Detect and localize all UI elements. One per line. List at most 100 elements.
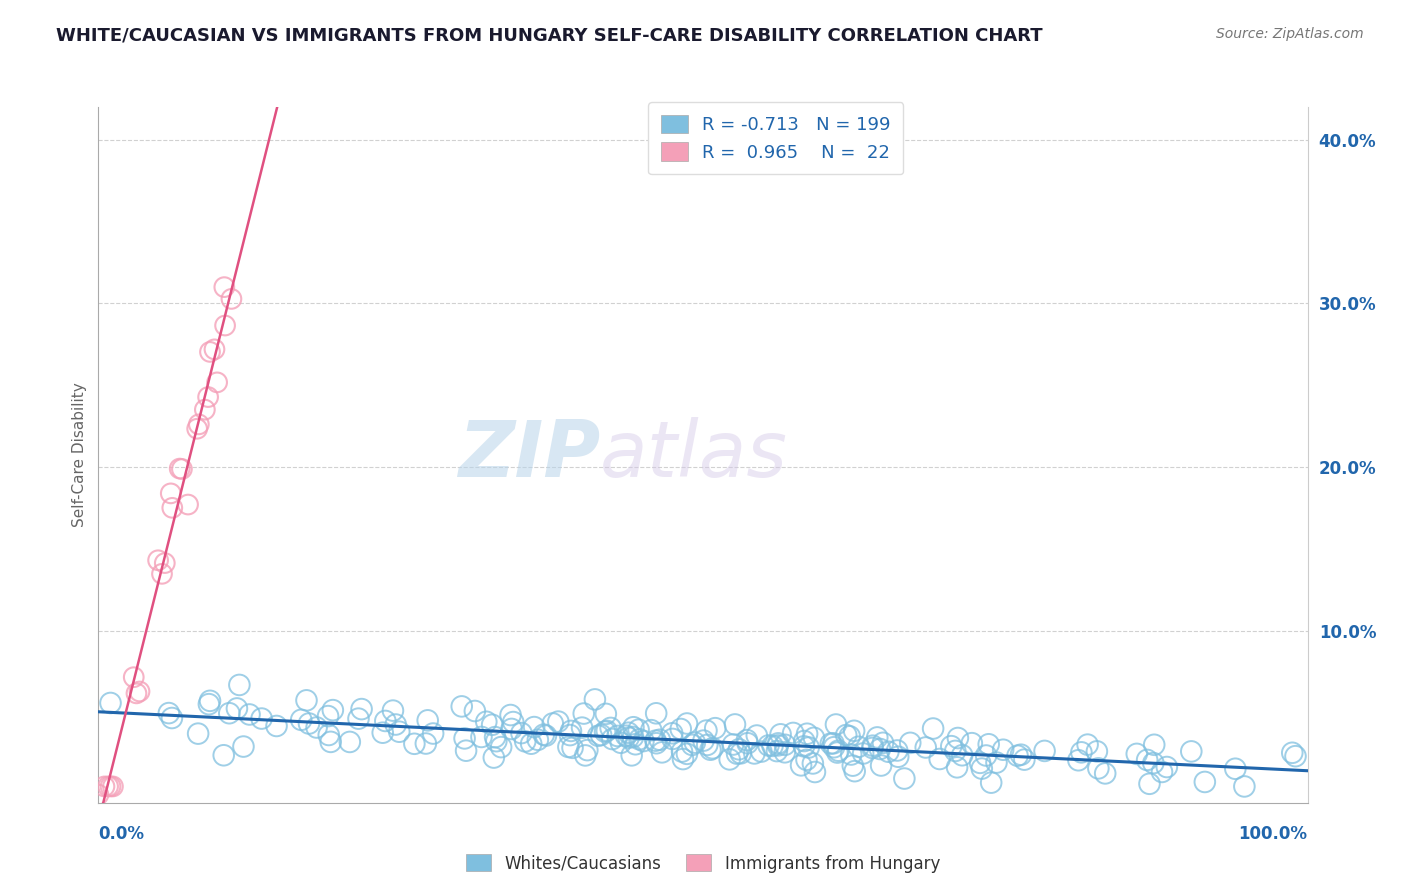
Point [177, 498, 200, 512]
Point [852, 747, 875, 761]
Point [159, 486, 181, 500]
Point [848, 739, 870, 754]
Point [198, 697, 221, 711]
Point [793, 734, 815, 748]
Point [842, 723, 865, 738]
Point [1033, 744, 1056, 758]
Point [960, 736, 983, 750]
Point [100, 696, 122, 710]
Point [1010, 747, 1032, 762]
Point [980, 775, 1002, 789]
Point [527, 732, 550, 747]
Point [946, 731, 969, 745]
Point [250, 712, 273, 726]
Point [766, 736, 789, 750]
Point [797, 740, 820, 755]
Point [160, 711, 183, 725]
Point [560, 723, 582, 738]
Point [796, 727, 818, 741]
Point [416, 714, 439, 728]
Point [214, 318, 236, 333]
Point [970, 762, 993, 776]
Point [699, 742, 721, 756]
Point [893, 772, 915, 786]
Point [593, 724, 616, 739]
Point [212, 748, 235, 763]
Point [1233, 780, 1256, 794]
Point [898, 736, 921, 750]
Point [950, 748, 973, 763]
Point [645, 736, 668, 750]
Legend: Whites/Caucasians, Immigrants from Hungary: Whites/Caucasians, Immigrants from Hunga… [460, 847, 946, 880]
Text: WHITE/CAUCASIAN VS IMMIGRANTS FROM HUNGARY SELF-CARE DISABILITY CORRELATION CHAR: WHITE/CAUCASIAN VS IMMIGRANTS FROM HUNGA… [56, 27, 1043, 45]
Point [633, 734, 655, 748]
Point [922, 722, 945, 736]
Point [347, 712, 370, 726]
Point [644, 733, 666, 747]
Point [596, 723, 619, 738]
Point [761, 739, 783, 753]
Point [730, 747, 752, 761]
Point [835, 728, 858, 742]
Point [381, 704, 404, 718]
Point [793, 739, 815, 754]
Point [226, 701, 249, 715]
Point [218, 706, 240, 721]
Text: Source: ZipAtlas.com: Source: ZipAtlas.com [1216, 27, 1364, 41]
Point [735, 733, 758, 747]
Point [576, 743, 599, 757]
Point [1281, 746, 1303, 760]
Point [318, 728, 340, 742]
Point [187, 726, 209, 740]
Point [676, 716, 699, 731]
Point [205, 376, 228, 390]
Point [470, 730, 492, 744]
Point [157, 706, 180, 720]
Point [485, 734, 508, 748]
Point [305, 721, 328, 735]
Point [991, 743, 1014, 757]
Point [1070, 745, 1092, 759]
Point [198, 345, 221, 359]
Point [547, 714, 569, 729]
Point [766, 744, 789, 758]
Point [162, 500, 184, 515]
Point [599, 721, 621, 735]
Point [718, 752, 741, 766]
Point [515, 734, 537, 748]
Point [969, 756, 991, 770]
Point [475, 714, 498, 729]
Point [384, 717, 406, 731]
Point [499, 708, 522, 723]
Point [128, 684, 150, 698]
Point [887, 749, 910, 764]
Point [1180, 744, 1202, 758]
Point [187, 417, 209, 432]
Point [502, 714, 524, 729]
Point [820, 737, 842, 751]
Point [1136, 753, 1159, 767]
Point [316, 709, 339, 723]
Point [1014, 753, 1036, 767]
Point [661, 731, 683, 746]
Point [627, 723, 650, 737]
Point [586, 729, 609, 743]
Point [374, 714, 396, 728]
Point [454, 744, 477, 758]
Point [453, 731, 475, 746]
Point [484, 730, 506, 744]
Point [350, 702, 373, 716]
Point [319, 735, 342, 749]
Point [869, 742, 891, 756]
Point [489, 740, 512, 755]
Point [125, 686, 148, 700]
Point [825, 717, 848, 731]
Point [696, 738, 718, 752]
Point [692, 733, 714, 747]
Point [823, 736, 845, 750]
Point [1139, 777, 1161, 791]
Point [87, 788, 110, 802]
Point [1077, 738, 1099, 752]
Point [1156, 760, 1178, 774]
Point [501, 722, 523, 736]
